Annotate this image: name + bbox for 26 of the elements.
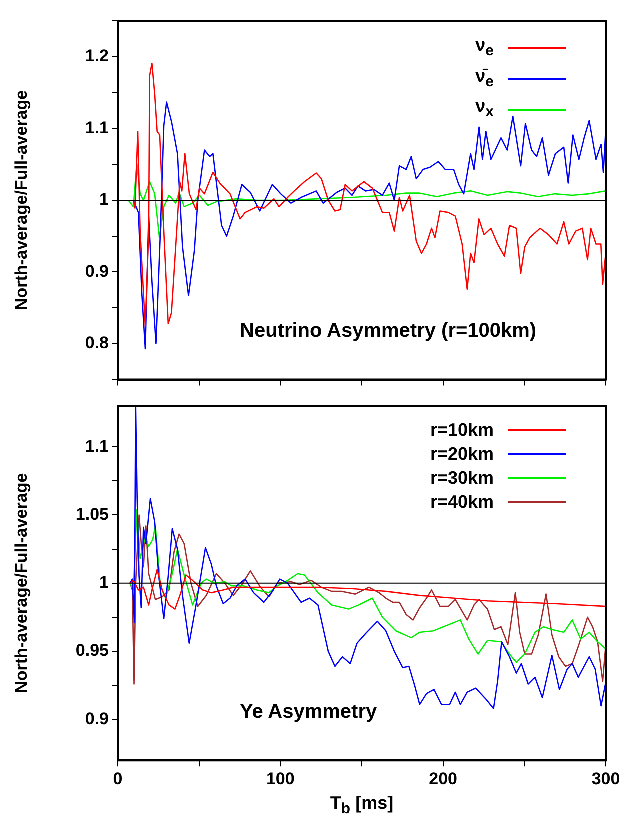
legend-label: ν$_{e}$ [476,34,494,62]
legend-label: ν̄$_{e}$ [476,64,494,92]
y-axis-title: North-average/Full-average [12,90,31,311]
y-tick-label: 0.8 [85,334,109,353]
y-tick-label: 0.95 [76,641,109,660]
annotation: Ye Asymmetry [240,700,378,724]
y-axis-title: North-average/Full-average [12,473,31,694]
legend-label: r=10km [430,419,494,442]
y-tick-label: 1.1 [85,436,109,456]
y-tick-label: 0.9 [85,262,109,281]
legend-label: r=30km [430,467,494,490]
y-tick-label: 1.1 [85,118,109,138]
x-tick-label: 0 [113,769,123,788]
x-tick-label: 100 [266,769,295,788]
x-tick-label: 200 [429,769,458,788]
legend-label: r=20km [430,443,494,466]
annotation: Neutrino Asymmetry (r=100km) [240,320,537,343]
y-tick-label: 0.9 [85,709,109,728]
x-axis-title: T$_{b}$ [ms] [329,793,395,818]
y-tick-label: 1.05 [76,504,109,524]
legend-label: r=40km [430,491,494,514]
y-tick-label: 1 [100,573,109,592]
legend-label: ν$_{x}$ [476,95,494,123]
y-tick-label: 1.2 [85,46,109,66]
x-tick-label: 300 [592,769,620,788]
y-tick-label: 1 [100,190,109,210]
